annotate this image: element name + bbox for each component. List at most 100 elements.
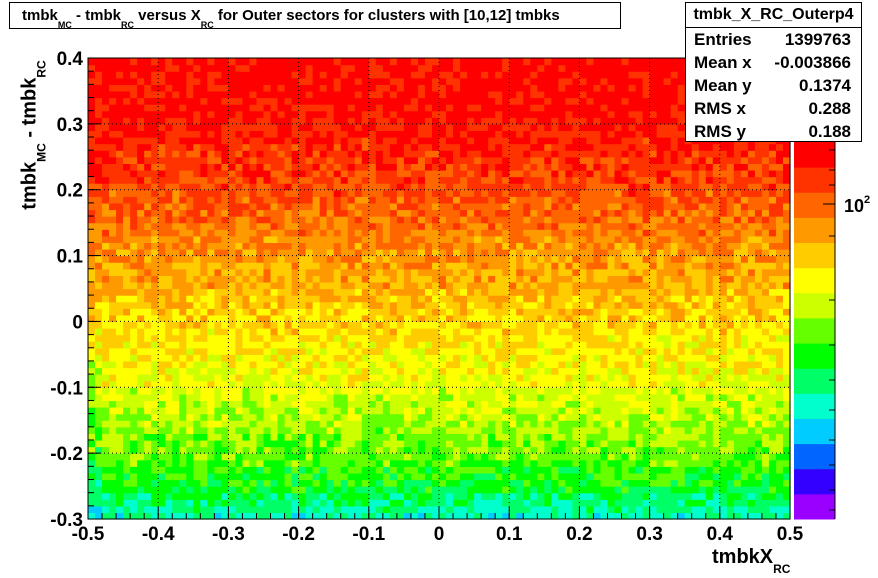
heatmap-cell bbox=[277, 433, 286, 441]
heatmap-cell bbox=[677, 268, 686, 276]
heatmap-cell bbox=[326, 222, 335, 230]
heatmap-cell bbox=[396, 393, 405, 402]
heatmap-cell bbox=[291, 275, 300, 283]
heatmap-cell bbox=[389, 459, 398, 467]
heatmap-cell bbox=[228, 295, 237, 303]
heatmap-cell bbox=[228, 314, 237, 323]
heatmap-cell bbox=[726, 453, 735, 461]
heatmap-cell bbox=[628, 426, 637, 434]
heatmap-cell bbox=[474, 354, 482, 362]
heatmap-cell bbox=[242, 321, 251, 329]
heatmap-cell bbox=[88, 341, 96, 349]
heatmap-cell bbox=[747, 374, 756, 382]
heatmap-cell bbox=[488, 229, 496, 237]
heatmap-cell bbox=[733, 248, 742, 257]
heatmap-cell bbox=[733, 209, 742, 217]
heatmap-cell bbox=[361, 380, 370, 388]
heatmap-cell bbox=[291, 453, 300, 461]
heatmap-cell bbox=[481, 486, 489, 494]
heatmap-cell bbox=[123, 242, 131, 250]
heatmap-cell bbox=[586, 347, 595, 355]
heatmap-cell bbox=[312, 479, 321, 487]
heatmap-cell bbox=[347, 387, 356, 395]
heatmap-cell bbox=[768, 446, 777, 454]
heatmap-cell bbox=[691, 413, 700, 421]
heatmap-cell bbox=[782, 486, 791, 494]
heatmap-cell bbox=[614, 420, 623, 428]
heatmap-cell bbox=[410, 275, 419, 283]
heatmap-cell bbox=[467, 426, 475, 434]
heatmap-cell bbox=[544, 202, 552, 211]
heatmap-cell bbox=[396, 268, 405, 276]
heatmap-cell bbox=[403, 288, 412, 296]
heatmap-cell bbox=[347, 308, 356, 316]
heatmap-cell bbox=[361, 407, 370, 415]
heatmap-cell bbox=[572, 281, 580, 290]
heatmap-cell bbox=[460, 492, 468, 500]
heatmap-cell bbox=[207, 209, 215, 217]
heatmap-cell bbox=[333, 314, 342, 323]
heatmap-cell bbox=[102, 248, 110, 257]
heatmap-cell bbox=[495, 512, 503, 520]
heatmap-cell bbox=[319, 459, 328, 467]
heatmap-cell bbox=[544, 439, 552, 448]
heatmap-cell bbox=[179, 459, 187, 467]
heatmap-cell bbox=[628, 420, 637, 428]
heatmap-cell bbox=[130, 400, 138, 408]
heatmap-cell bbox=[389, 439, 398, 448]
heatmap-cell bbox=[649, 255, 658, 263]
heatmap-cell bbox=[677, 426, 686, 434]
heatmap-cell bbox=[200, 400, 208, 408]
heatmap-cell bbox=[88, 472, 96, 481]
heatmap-cell bbox=[375, 505, 384, 514]
heatmap-cell bbox=[396, 446, 405, 454]
heatmap-cell bbox=[144, 334, 152, 342]
heatmap-cell bbox=[109, 301, 117, 309]
heatmap-cell bbox=[102, 347, 110, 355]
heatmap-cell bbox=[621, 321, 630, 329]
heatmap-cell bbox=[88, 393, 96, 402]
heatmap-cell bbox=[340, 341, 349, 349]
heatmap-cell bbox=[712, 347, 721, 355]
heatmap-cell bbox=[410, 459, 419, 467]
heatmap-cell bbox=[614, 400, 623, 408]
heatmap-cell bbox=[705, 196, 714, 204]
heatmap-cell bbox=[228, 216, 237, 224]
heatmap-cell bbox=[235, 295, 244, 303]
heatmap-cell bbox=[235, 393, 244, 402]
heatmap-cell bbox=[649, 446, 658, 454]
heatmap-cell bbox=[305, 275, 314, 283]
heatmap-cell bbox=[312, 387, 321, 395]
heatmap-cell bbox=[586, 413, 595, 421]
heatmap-cell bbox=[319, 486, 328, 494]
heatmap-cell bbox=[144, 262, 152, 270]
heatmap-cell bbox=[95, 268, 103, 276]
heatmap-cell bbox=[544, 308, 552, 316]
heatmap-cell bbox=[249, 321, 258, 329]
heatmap-cell bbox=[95, 407, 103, 415]
heatmap-cell bbox=[417, 453, 426, 461]
heatmap-cell bbox=[270, 334, 279, 342]
heatmap-cell bbox=[607, 288, 616, 296]
heatmap-cell bbox=[130, 453, 138, 461]
heatmap-cell bbox=[347, 492, 356, 500]
heatmap-cell bbox=[607, 248, 616, 257]
heatmap-cell bbox=[298, 472, 307, 481]
heatmap-cell bbox=[516, 453, 524, 461]
heatmap-cell bbox=[123, 420, 131, 428]
heatmap-cell bbox=[502, 479, 510, 487]
heatmap-cell bbox=[712, 308, 721, 316]
heatmap-cell bbox=[172, 512, 180, 520]
heatmap-cell bbox=[298, 420, 307, 428]
heatmap-cell bbox=[319, 354, 328, 362]
heatmap-cell bbox=[88, 426, 96, 434]
heatmap-cell bbox=[284, 308, 293, 316]
heatmap-cell bbox=[446, 472, 454, 481]
heatmap-cell bbox=[607, 479, 616, 487]
heatmap-cell bbox=[298, 407, 307, 415]
heatmap-cell bbox=[214, 301, 222, 309]
title-part: versus X bbox=[134, 7, 201, 24]
heatmap-cell bbox=[298, 387, 307, 395]
heatmap-cell bbox=[691, 393, 700, 402]
heatmap-cell bbox=[621, 268, 630, 276]
